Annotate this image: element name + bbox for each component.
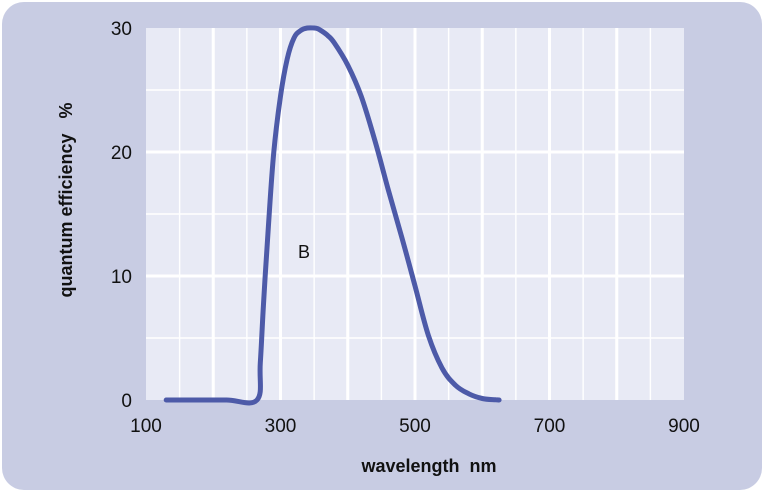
y-tick-label: 20: [111, 143, 132, 164]
x-tick-label: 300: [265, 416, 297, 437]
y-axis-label: quantum efficiency %: [56, 102, 76, 297]
series-layer: [163, 25, 502, 406]
x-tick-label: 100: [130, 416, 162, 437]
y-tick-label: 10: [111, 267, 132, 288]
tick-labels: 100 300 500 700 900 0 10 20 30: [111, 19, 700, 437]
x-tick-label: 700: [534, 416, 566, 437]
x-tick-label: 500: [399, 416, 431, 437]
x-axis-label: wavelength nm: [360, 456, 496, 476]
series-annotation-b: B: [298, 242, 310, 262]
y-tick-label: 30: [111, 19, 132, 40]
x-tick-label: 900: [668, 416, 700, 437]
grid-lines: [146, 28, 684, 400]
series-line-b: [163, 25, 502, 406]
y-tick-label: 0: [121, 391, 132, 412]
